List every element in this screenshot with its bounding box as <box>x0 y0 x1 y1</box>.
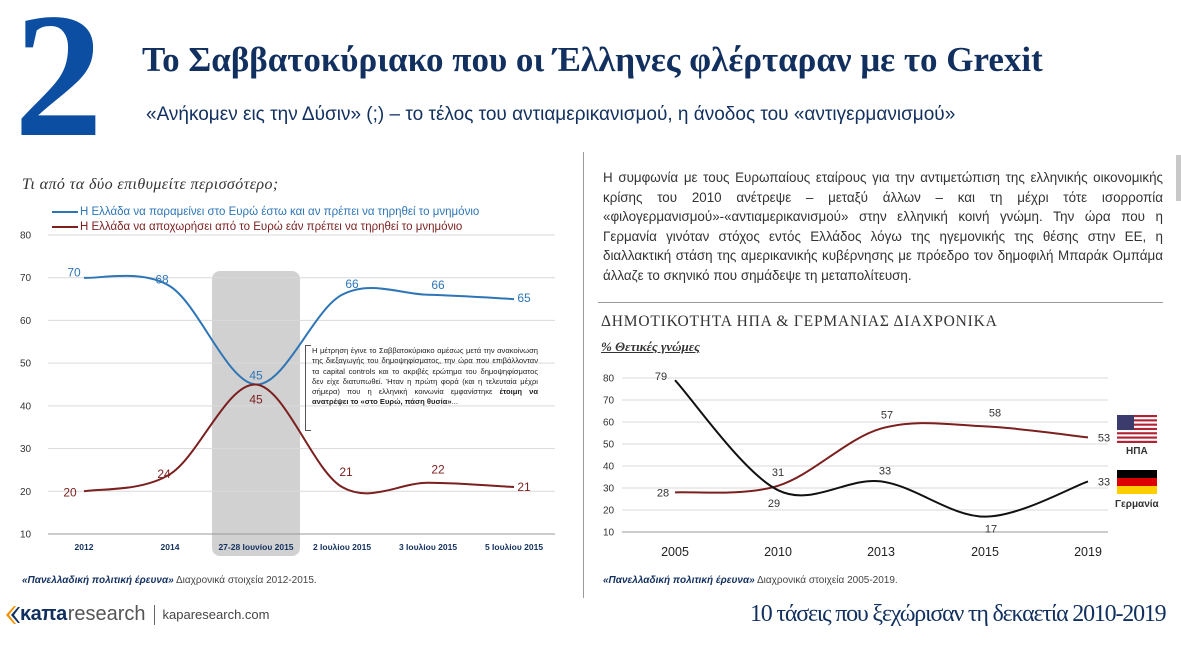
series-line-1 <box>83 383 515 495</box>
y-tick-label: 80 <box>20 231 32 242</box>
legend-item-stay: Η Ελλάδα να παραμείνει στο Ευρώ έστω και… <box>52 206 479 218</box>
x-tick-label: 5 Ιουλίου 2015 <box>485 542 543 552</box>
logo-research: research <box>67 603 146 625</box>
right-source-rest: Διαχρονικά στοιχεία 2005-2019. <box>754 575 898 586</box>
legend-label-leave: Η Ελλάδα να αποχωρήσει από το Ευρώ εάν π… <box>80 221 463 233</box>
x-tick-label: 2012 <box>75 542 94 552</box>
y-tick-label: 20 <box>20 487 32 498</box>
page-subtitle: «Ανήκομεν εις την Δύσιν» (;) – το τέλος … <box>146 104 956 125</box>
x-tick-label: 2010 <box>764 545 792 559</box>
germany-flag-label: Γερμανία <box>1115 499 1159 510</box>
vertical-divider <box>583 152 584 598</box>
usa-flag-icon <box>1117 415 1157 443</box>
footer-url: kaparesearch.com <box>162 607 270 622</box>
data-label: 68 <box>155 272 169 286</box>
right-chart-subtitle: % Θετικές γνώμες <box>601 339 700 354</box>
data-label: 33 <box>879 465 891 477</box>
data-label: 58 <box>989 407 1001 419</box>
data-label: 17 <box>985 524 997 536</box>
x-tick-label: 2015 <box>971 545 999 559</box>
y-tick-label: 10 <box>20 530 32 541</box>
data-label: 33 <box>1098 476 1110 488</box>
left-chart-source: «Πανελλαδική πολιτική έρευνα» Διαχρονικά… <box>22 575 317 586</box>
y-tick-label: 20 <box>603 506 615 517</box>
chart-annotation-note: Η μέτρηση έγινε το Σαββατοκύριακο αμέσως… <box>312 346 538 408</box>
x-tick-label: 3 Ιουλίου 2015 <box>399 542 457 552</box>
footer-series-title: 10 τάσεις που ξεχώρισαν τη δεκαετία 2010… <box>750 601 1167 627</box>
x-tick-label: 2005 <box>661 545 689 559</box>
logo-mark-icon <box>6 605 20 624</box>
x-tick-label: 2019 <box>1074 545 1102 559</box>
data-label: 45 <box>249 393 263 407</box>
y-tick-label: 80 <box>603 374 615 385</box>
data-label: 24 <box>157 467 171 481</box>
series-line-0 <box>674 422 1089 494</box>
data-label: 57 <box>881 410 893 422</box>
left-chart-question: Τι από τα δύο επιθυμείτε περισσότερο; <box>22 176 279 193</box>
usa-flag-label: ΗΠΑ <box>1126 446 1148 457</box>
y-tick-label: 30 <box>603 484 615 495</box>
legend-swatch-stay <box>52 210 78 213</box>
data-label: 45 <box>249 369 263 383</box>
data-label: 70 <box>67 266 81 280</box>
highlight-band <box>212 271 300 556</box>
data-label: 53 <box>1098 432 1110 444</box>
data-label: 66 <box>345 277 359 291</box>
y-tick-label: 50 <box>20 359 32 370</box>
left-source-rest: Διαχρονικά στοιχεία 2012-2015. <box>173 575 317 586</box>
series-line-0 <box>83 274 515 386</box>
right-source-bold: «Πανελλαδική πολιτική έρευνα» <box>603 575 755 586</box>
x-tick-label: 2014 <box>161 542 180 552</box>
note-bracket <box>305 345 311 431</box>
legend-swatch-leave <box>52 225 78 228</box>
data-label: 20 <box>63 485 77 499</box>
legend-item-leave: Η Ελλάδα να αποχωρήσει από το Ευρώ εάν π… <box>52 221 462 233</box>
x-tick-label: 2 Ιουλίου 2015 <box>313 542 371 552</box>
data-label: 22 <box>431 463 445 477</box>
note-bold-text: έτοιμη να ανατρέψει το «στο Ευρώ, πάση θ… <box>312 387 539 407</box>
y-tick-label: 40 <box>603 462 615 473</box>
data-label: 79 <box>655 371 667 383</box>
data-label: 65 <box>517 291 531 305</box>
intro-paragraph: Η συμφωνία με τους Ευρωπαίους εταίρους γ… <box>603 170 1163 283</box>
y-tick-label: 70 <box>603 396 615 407</box>
section-number: 2 <box>14 0 103 174</box>
y-tick-label: 50 <box>603 440 615 451</box>
data-label: 29 <box>768 498 780 510</box>
right-chart-source: «Πανελλαδική πολιτική έρευνα» Διαχρονικά… <box>603 575 898 586</box>
data-label: 21 <box>517 480 531 494</box>
data-label: 31 <box>772 467 784 479</box>
series-line-1 <box>674 379 1089 518</box>
y-tick-label: 60 <box>20 316 32 327</box>
scroll-edge <box>1176 155 1181 201</box>
y-tick-label: 10 <box>603 528 615 539</box>
right-chart-title: ΔΗΜΟΤΙΚΟΤΗΤΑ ΗΠΑ & ΓΕΡΜΑΝΙΑΣ ΔΙΑΧΡΟΝΙΚΑ <box>601 313 998 330</box>
horizontal-divider <box>598 302 1163 303</box>
y-tick-label: 30 <box>20 444 32 455</box>
data-label: 28 <box>657 487 669 499</box>
logo-separator <box>153 604 155 625</box>
germany-flag-icon <box>1117 470 1157 494</box>
legend-label-stay: Η Ελλάδα να παραμείνει στο Ευρώ έστω και… <box>80 206 480 218</box>
y-tick-label: 70 <box>20 273 32 284</box>
logo-kapa: κaπa <box>20 603 67 625</box>
y-tick-label: 40 <box>20 401 32 412</box>
page-title: Το Σαββατοκύριακο που οι Έλληνες φλέρταρ… <box>142 40 1043 79</box>
note-text: Η μέτρηση έγινε το Σαββατοκύριακο αμέσως… <box>312 346 538 396</box>
x-tick-label: 2013 <box>867 545 895 559</box>
note-ellipsis: ... <box>451 397 458 407</box>
x-tick-label: 27-28 Ιουνίου 2015 <box>218 542 293 552</box>
y-tick-label: 60 <box>603 418 615 429</box>
data-label: 66 <box>431 278 445 292</box>
kapa-research-logo: κaπa research kaparesearch.com <box>6 603 269 626</box>
left-source-bold: «Πανελλαδική πολιτική έρευνα» <box>22 575 174 586</box>
data-label: 21 <box>339 465 353 479</box>
